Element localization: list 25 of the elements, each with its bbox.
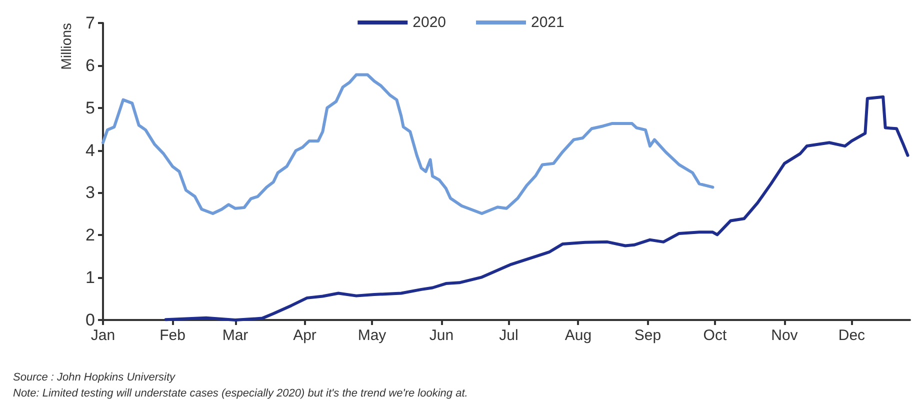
x-tick-label: Nov xyxy=(771,327,798,344)
x-tick-label: Jun xyxy=(429,327,454,344)
y-tick-label: 7 xyxy=(86,14,95,32)
legend-label: 2020 xyxy=(412,14,446,31)
x-tick-label: Feb xyxy=(160,327,186,344)
x-tick-label: May xyxy=(358,327,387,344)
y-tick-label: 5 xyxy=(86,98,95,118)
x-tick-label: Mar xyxy=(222,327,248,344)
x-tick-label: Aug xyxy=(564,327,592,344)
source-note: Source : John Hopkins University xyxy=(13,372,177,384)
y-tick-label: 4 xyxy=(86,140,95,160)
y-tick-label: 2 xyxy=(86,226,95,245)
x-tick-label: Jul xyxy=(499,327,518,344)
x-tick-label: Dec xyxy=(838,327,866,344)
x-tick-label: Jan xyxy=(90,327,116,344)
y-axis-title: Millions xyxy=(58,23,74,70)
y-tick-label: 1 xyxy=(86,268,95,288)
y-tick-label: 3 xyxy=(86,183,95,202)
y-tick-label: 6 xyxy=(86,56,95,75)
text: Note: Limited testing will understate cases (especially 2020) but it's the trend we're looking at. xyxy=(13,388,468,400)
legend-label: 2021 xyxy=(531,14,564,31)
x-tick-label: Sep xyxy=(634,327,662,344)
y-tick-label: 0 xyxy=(86,310,95,330)
x-tick-label: Oct xyxy=(703,327,728,344)
x-tick-label: Apr xyxy=(293,327,316,344)
